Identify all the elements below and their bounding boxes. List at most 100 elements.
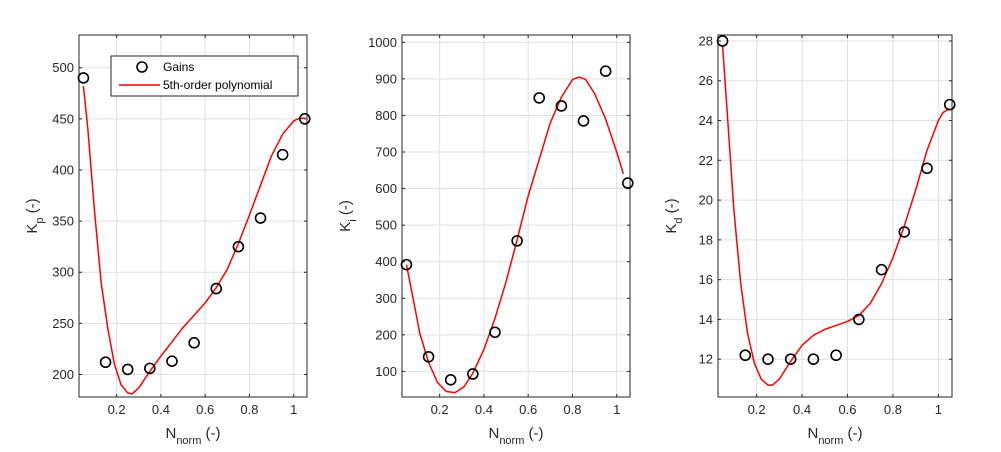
gain-data-point xyxy=(444,374,457,386)
x-axis-label-subscript: norm xyxy=(176,435,201,447)
gain-data-point xyxy=(830,349,842,362)
x-tick-label: 0.4 xyxy=(152,402,170,417)
y-axis-label-main: K xyxy=(24,224,41,234)
subplot-3: 0.2 0.4 0.6 0.8 1 12 14 16 18 20 22 24 26 28 Nnorm (-)… xyxy=(663,33,956,447)
y-axis-label-unit: (-) xyxy=(337,200,354,219)
y-tick-label: 14 xyxy=(699,312,713,327)
legend-entry-polynomial: 5th-order polynomial xyxy=(163,78,272,92)
gain-data-point xyxy=(784,353,797,366)
plot-area xyxy=(718,35,952,397)
x-axis-label-main: N xyxy=(807,425,818,442)
x-axis-label-subscript: norm xyxy=(499,435,524,447)
x-axis-label: Nnorm (-) xyxy=(807,425,862,447)
x-tick-label: 1 xyxy=(935,402,942,417)
y-tick-label: 100 xyxy=(375,364,397,379)
x-tick-label: 1 xyxy=(290,402,297,417)
subplot-1: 0.2 0.4 0.6 0.8 1 200 250 300 350 400 450 500 Nnorm … xyxy=(24,34,311,447)
y-tick-label: 500 xyxy=(375,218,397,233)
x-axis-label-unit: (-) xyxy=(524,425,543,442)
gain-data-point xyxy=(577,115,590,127)
y-tick-label: 22 xyxy=(699,153,713,168)
y-tick-label: 900 xyxy=(375,71,397,86)
x-axis-label-unit: (-) xyxy=(201,425,220,442)
gain-data-point xyxy=(77,72,90,84)
x-tick-label: 0.6 xyxy=(196,402,214,417)
legend-entry-gains: Gains xyxy=(163,60,194,74)
gain-data-point xyxy=(166,355,178,368)
x-axis-label: Nnorm (-) xyxy=(165,425,220,447)
gain-data-point xyxy=(921,162,933,175)
x-tick-label: 0.2 xyxy=(431,402,449,417)
y-tick-label: 20 xyxy=(699,193,713,208)
y-tick-label: 600 xyxy=(375,181,397,196)
legend: Gains 5th-order polynomial xyxy=(110,55,299,97)
y-tick-label: 18 xyxy=(699,232,713,247)
gain-data-point xyxy=(716,35,729,47)
y-tick-label: 200 xyxy=(52,367,74,382)
gain-data-point xyxy=(400,258,413,271)
gain-data-point xyxy=(276,148,289,161)
gain-data-point xyxy=(188,337,200,349)
gain-data-point xyxy=(511,235,523,247)
x-tick-label: 0.8 xyxy=(884,402,902,417)
gain-data-point xyxy=(254,212,267,224)
gain-data-point xyxy=(762,353,774,366)
gain-data-point xyxy=(144,362,156,375)
x-tick-label: 0.2 xyxy=(108,402,126,417)
gain-data-point xyxy=(121,363,134,376)
x-axis-label-subscript: norm xyxy=(818,435,843,447)
gain-data-point xyxy=(99,356,112,369)
y-tick-label: 28 xyxy=(699,33,713,48)
polynomial-fit-line xyxy=(405,76,625,394)
y-axis-label-subscript: p xyxy=(34,218,46,224)
y-tick-label: 12 xyxy=(699,352,713,367)
y-tick-label: 450 xyxy=(52,111,74,126)
polynomial-fit-line xyxy=(82,86,305,395)
subplot-2: 0.2 0.4 0.6 0.8 1 100 200 300 400 500 600 700 800 900… xyxy=(337,34,634,447)
y-tick-label: 700 xyxy=(375,145,397,160)
gain-data-point xyxy=(489,326,501,339)
y-tick-label: 24 xyxy=(699,113,713,128)
x-axis-label: Nnorm (-) xyxy=(488,425,543,447)
gain-data-point xyxy=(467,368,479,380)
gain-data-point xyxy=(232,240,245,253)
y-axis-label-subscript: d xyxy=(673,218,685,224)
y-axis-label: Kd (-) xyxy=(663,198,685,233)
y-tick-label: 200 xyxy=(375,327,397,342)
y-axis-label-unit: (-) xyxy=(663,198,680,217)
gain-data-point xyxy=(807,353,820,366)
polynomial-fit-line xyxy=(721,44,951,386)
y-tick-label: 250 xyxy=(52,316,74,331)
y-tick-label: 1000 xyxy=(368,35,397,50)
gain-data-point xyxy=(210,282,223,295)
y-tick-label: 26 xyxy=(699,73,713,88)
gain-data-point xyxy=(422,350,435,363)
gain-data-point xyxy=(533,92,546,104)
x-tick-label: 1 xyxy=(613,402,620,417)
y-tick-label: 350 xyxy=(52,214,74,229)
axes-frame xyxy=(401,34,631,398)
y-tick-label: 400 xyxy=(375,254,397,269)
y-axis-label: Ki (-) xyxy=(337,200,359,232)
x-tick-label: 0.8 xyxy=(563,402,581,417)
gain-data-point xyxy=(875,263,888,276)
legend-marker-icon xyxy=(136,61,148,73)
y-tick-label: 300 xyxy=(52,265,74,280)
y-tick-label: 800 xyxy=(375,108,397,123)
x-tick-label: 0.8 xyxy=(240,402,258,417)
x-axis-label-unit: (-) xyxy=(843,425,862,442)
gain-data-point xyxy=(739,349,752,362)
plot-area xyxy=(402,35,630,397)
gain-data-point xyxy=(898,226,911,238)
gain-data-point xyxy=(853,313,865,326)
x-tick-label: 0.4 xyxy=(793,402,811,417)
y-tick-label: 16 xyxy=(699,272,713,287)
x-tick-label: 0.6 xyxy=(519,402,537,417)
gain-data-point xyxy=(599,65,612,77)
x-tick-label: 0.6 xyxy=(838,402,856,417)
y-axis-label-subscript: i xyxy=(347,219,359,221)
y-axis-label-main: K xyxy=(663,224,680,234)
x-tick-label: 0.2 xyxy=(748,402,766,417)
y-axis-label: Kp (-) xyxy=(24,198,46,233)
